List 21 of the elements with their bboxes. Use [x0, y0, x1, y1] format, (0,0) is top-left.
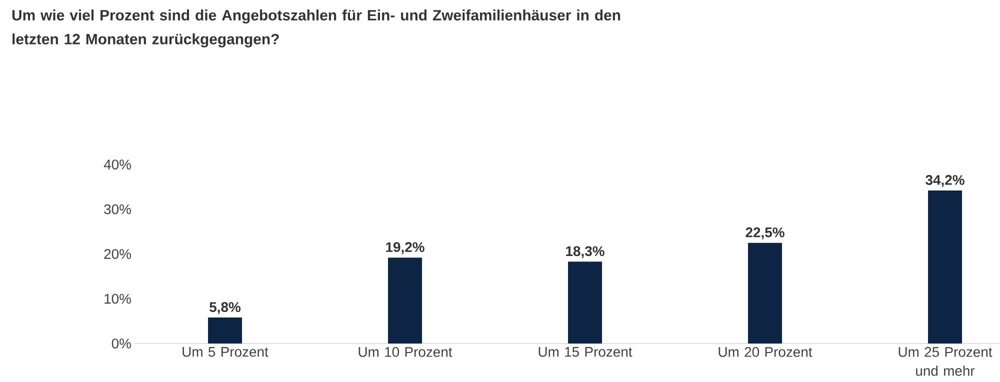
bar: [928, 190, 962, 344]
bar: [748, 242, 782, 344]
x-tick-label: Um 5 Prozent: [182, 347, 268, 357]
x-tick-label: Um 15 Prozent: [538, 347, 632, 357]
data-label: 18,3%: [566, 246, 604, 258]
data-label: 22,5%: [746, 227, 784, 240]
data-label: 19,2%: [386, 242, 424, 254]
y-tick-label: 30%: [104, 204, 131, 214]
bar: [208, 318, 242, 344]
data-label: 5,8%: [210, 302, 241, 314]
x-tick-label: Um 10 Prozent: [358, 347, 452, 357]
y-tick-label: 10%: [104, 294, 131, 304]
y-tick-label: 40%: [104, 160, 131, 170]
bar: [388, 258, 422, 344]
y-tick-label: 0%: [112, 338, 131, 348]
chart-title: Um wie viel Prozent sind die Angebotszahlen für Ein- und Zweifamilienhäuser in den letzten 12 Monaten zurückgegangen?: [12, 10, 620, 48]
x-tick-label: Um 25 Prozent und mehr: [898, 347, 992, 376]
bar: [568, 262, 602, 344]
y-tick-label: 20%: [104, 249, 131, 259]
x-tick-label: Um 20 Prozent: [718, 347, 812, 357]
data-label: 34,2%: [926, 175, 964, 187]
